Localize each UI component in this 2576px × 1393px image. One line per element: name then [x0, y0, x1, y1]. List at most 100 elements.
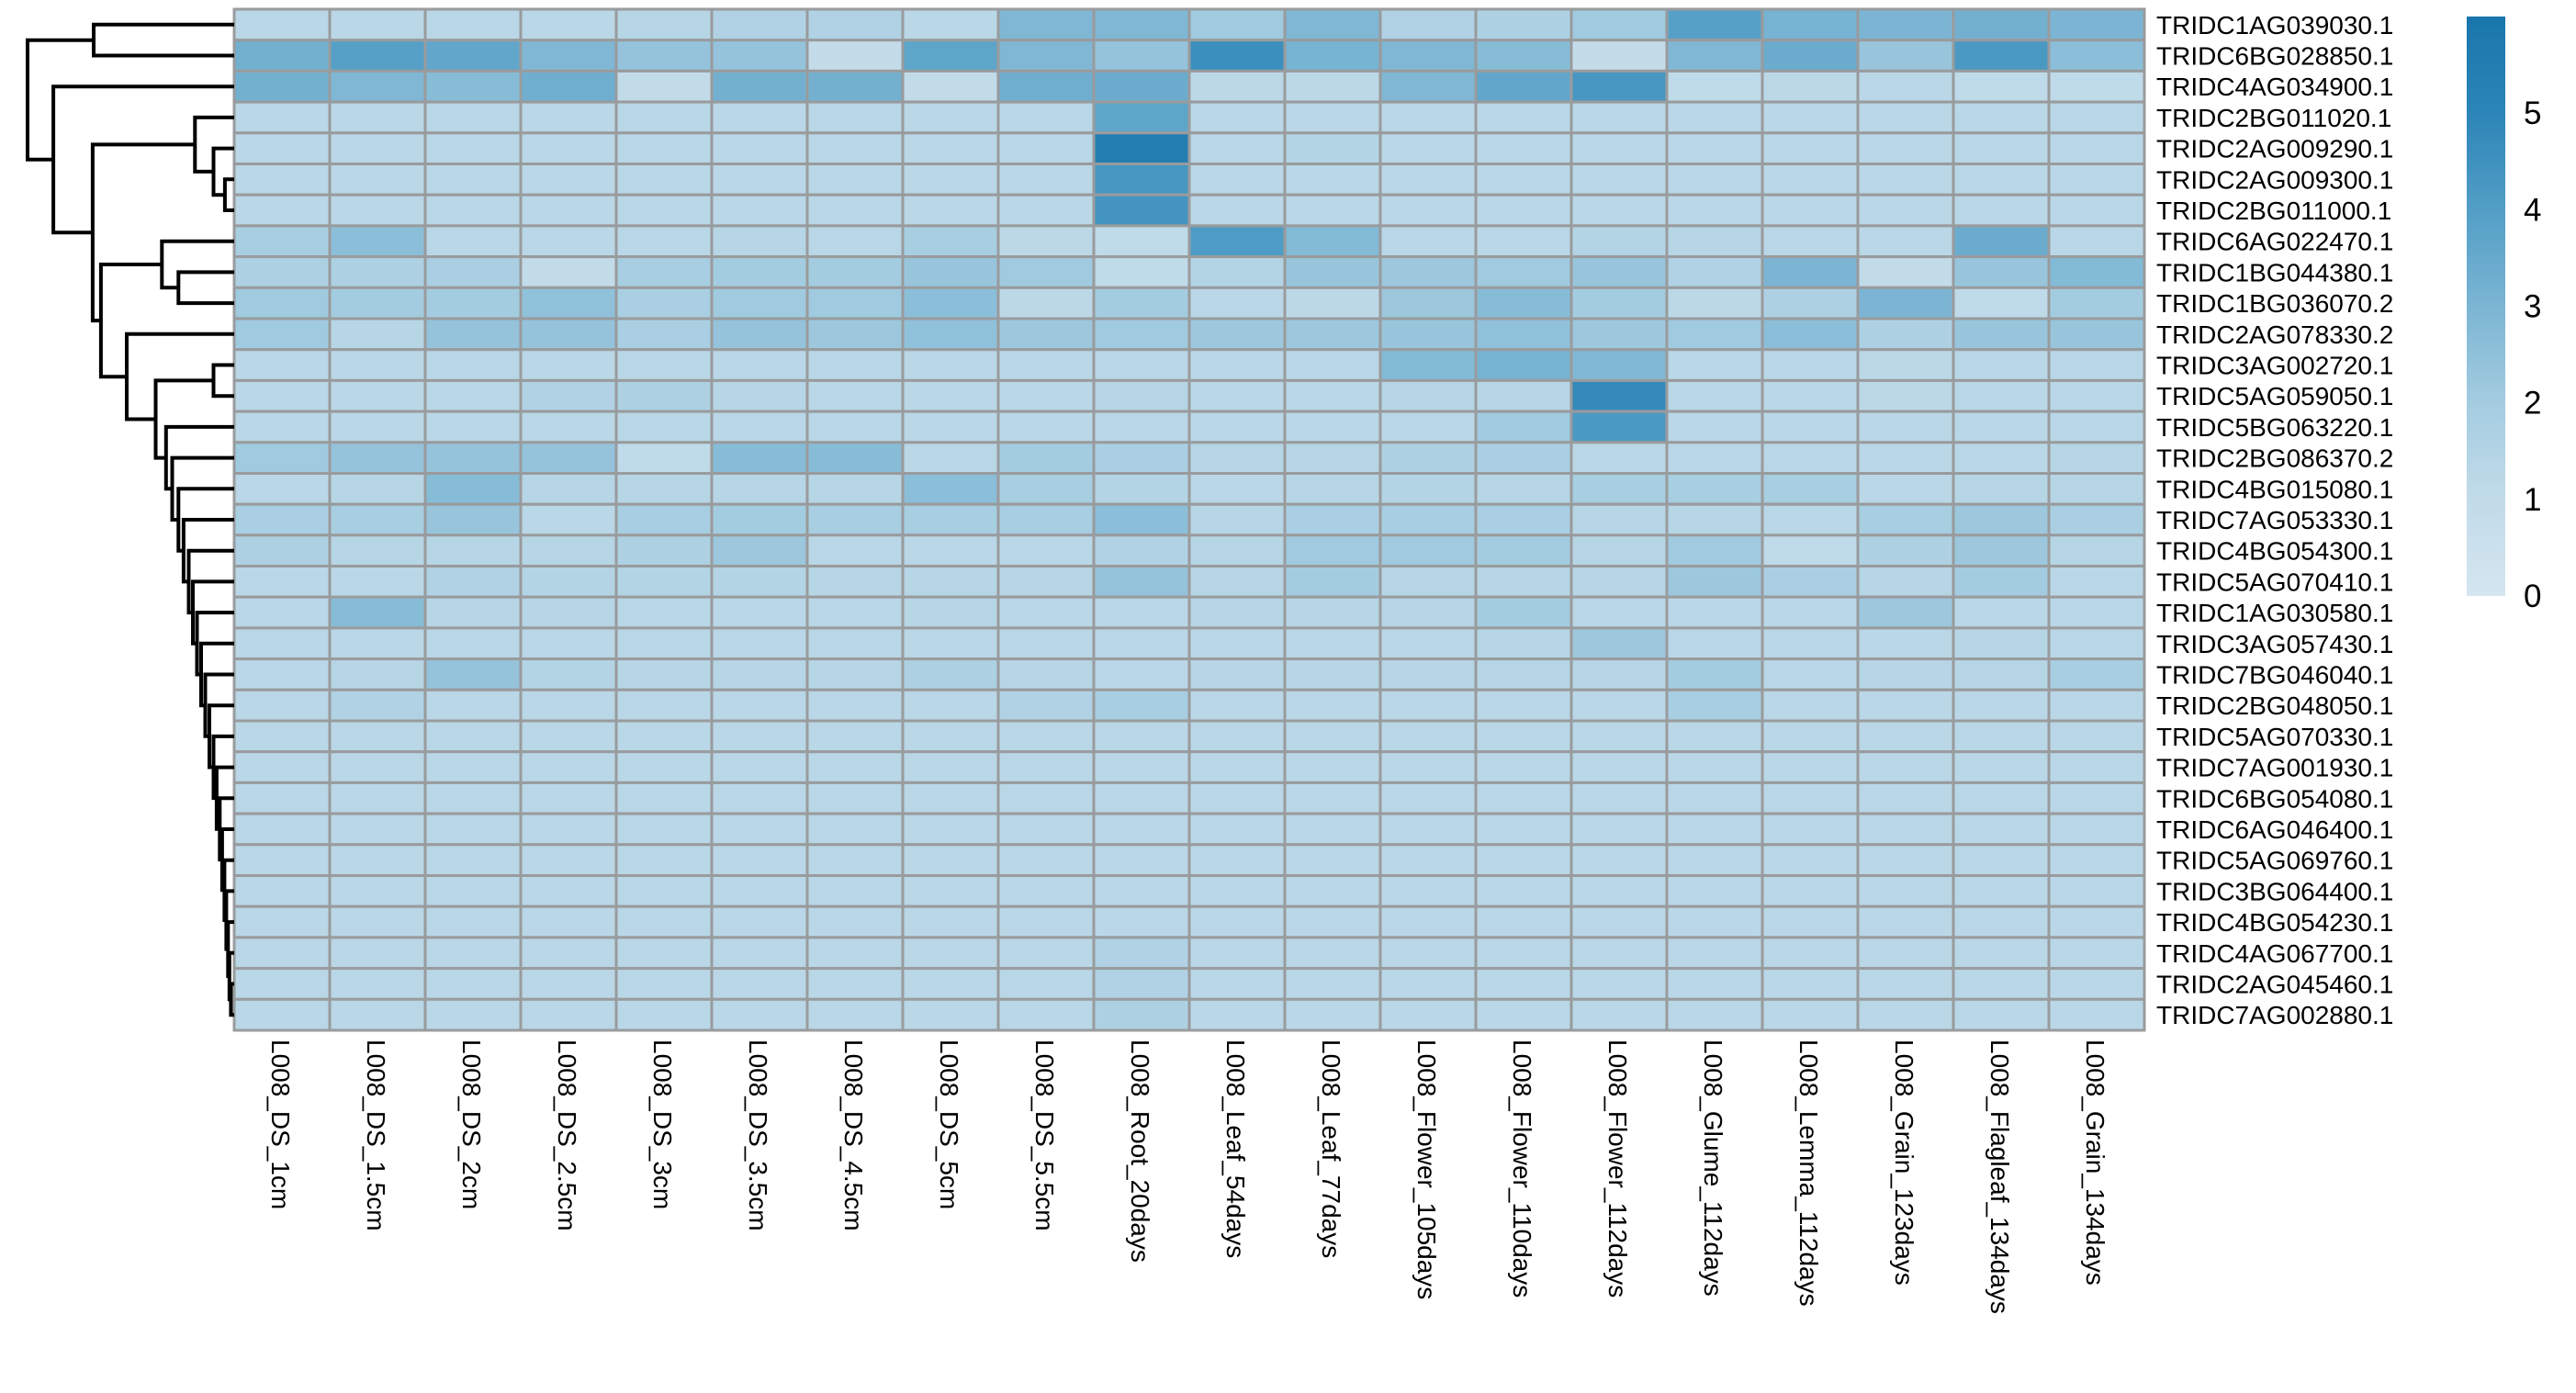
heatmap-cell	[805, 69, 905, 104]
heatmap-cell	[614, 843, 714, 877]
heatmap-cell	[1665, 378, 1764, 413]
heatmap-cell	[1378, 657, 1478, 691]
heatmap-cell	[328, 317, 427, 352]
heatmap-cell	[1187, 967, 1287, 1001]
heatmap-cell	[232, 378, 332, 413]
heatmap-cell	[1283, 997, 1382, 1032]
heatmap-cell	[1569, 193, 1669, 228]
heatmap-cell	[1474, 163, 1573, 197]
heatmap-cell	[1665, 472, 1764, 506]
heatmap-cell	[1283, 39, 1382, 73]
heatmap-cell	[710, 348, 809, 382]
heatmap-cell	[996, 904, 1096, 939]
heatmap-cell	[1283, 626, 1382, 661]
heatmap-cell	[2047, 967, 2146, 1001]
heatmap-cell	[614, 7, 714, 42]
dendrogram-branch	[211, 363, 234, 399]
heatmap-cell	[1569, 100, 1669, 135]
heatmap-cell	[423, 812, 523, 847]
heatmap-cell	[423, 69, 523, 104]
heatmap-cell	[710, 688, 809, 723]
heatmap-cell	[710, 163, 809, 197]
heatmap-cell	[805, 967, 905, 1001]
heatmap-cell	[614, 193, 714, 228]
row-label: TRIDC6BG028850.1	[2156, 42, 2393, 71]
heatmap-cell	[232, 7, 332, 42]
heatmap-cell	[996, 441, 1096, 475]
heatmap-cell	[423, 719, 523, 754]
heatmap-cell	[1665, 565, 1764, 599]
heatmap-cell	[2047, 812, 2146, 847]
heatmap-cell	[1760, 936, 1860, 971]
column-label: L008_DS_5cm	[935, 1039, 963, 1209]
dendrogram-branch	[98, 263, 163, 379]
heatmap-cell	[1569, 472, 1669, 506]
heatmap-cell	[710, 565, 809, 599]
heatmap-cell	[1378, 69, 1478, 104]
colorbar-tick-label: 3	[2524, 289, 2541, 325]
dendrogram-branch	[176, 270, 234, 306]
row-label: TRIDC4AG067700.1	[2156, 939, 2393, 968]
heatmap-cell	[996, 534, 1096, 567]
heatmap-cell	[901, 224, 1000, 259]
row-label: TRIDC7BG046040.1	[2156, 661, 2393, 690]
heatmap-cell	[614, 657, 714, 691]
heatmap-cell	[1760, 781, 1860, 815]
heatmap-cell	[328, 688, 427, 723]
heatmap-cell	[1283, 286, 1382, 320]
row-label: TRIDC1AG030580.1	[2156, 599, 2393, 627]
heatmap-cell	[996, 843, 1096, 877]
heatmap-cell	[1952, 936, 2051, 971]
heatmap-cell	[805, 441, 905, 475]
heatmap-cell	[1952, 719, 2051, 754]
heatmap-cell	[901, 502, 1000, 537]
heatmap-cell	[710, 843, 809, 877]
heatmap-cell	[1092, 255, 1191, 289]
heatmap-cell	[614, 565, 714, 599]
heatmap-cell	[1856, 657, 1955, 691]
heatmap-cell	[423, 997, 523, 1032]
heatmap-cell	[1952, 410, 2051, 444]
heatmap-cell	[1378, 750, 1478, 784]
heatmap-cell	[2047, 750, 2146, 784]
heatmap-cell	[423, 874, 523, 908]
heatmap-cell	[901, 441, 1000, 475]
heatmap-cell	[1187, 69, 1287, 104]
heatmap-cell	[423, 936, 523, 971]
heatmap-cell	[901, 936, 1000, 971]
heatmap-cell	[1760, 224, 1860, 259]
heatmap-cell	[1187, 936, 1287, 971]
heatmap-cell	[1092, 224, 1191, 259]
heatmap-cell	[1474, 534, 1573, 567]
heatmap-cell	[1474, 936, 1573, 971]
heatmap-cell	[519, 595, 618, 630]
heatmap-cell	[1378, 410, 1478, 444]
heatmap-cell	[1378, 255, 1478, 289]
heatmap-cell	[1760, 657, 1860, 691]
dendrogram-branch	[125, 331, 234, 421]
heatmap-cell	[1474, 997, 1573, 1032]
heatmap-cell	[519, 348, 618, 382]
heatmap-cell	[1760, 750, 1860, 784]
heatmap-cell	[1283, 936, 1382, 971]
heatmap-cell	[328, 565, 427, 599]
heatmap-cell	[1474, 904, 1573, 939]
heatmap-cell	[1283, 688, 1382, 723]
heatmap-cell	[1569, 812, 1669, 847]
heatmap-cell	[2047, 595, 2146, 630]
column-label: L008_Grain_134days	[2081, 1039, 2109, 1286]
heatmap-cell	[519, 39, 618, 73]
heatmap-cell	[232, 100, 332, 135]
heatmap-cell	[996, 688, 1096, 723]
heatmap-cell	[1187, 534, 1287, 567]
heatmap-cell	[614, 534, 714, 567]
heatmap-cell	[901, 255, 1000, 289]
heatmap-cell	[1952, 224, 2051, 259]
heatmap-cell	[232, 410, 332, 444]
heatmap-cell	[996, 626, 1096, 661]
heatmap-cell	[1856, 843, 1955, 877]
heatmap-cell	[805, 595, 905, 630]
heatmap-cell	[2047, 39, 2146, 73]
heatmap-cell	[1378, 781, 1478, 815]
